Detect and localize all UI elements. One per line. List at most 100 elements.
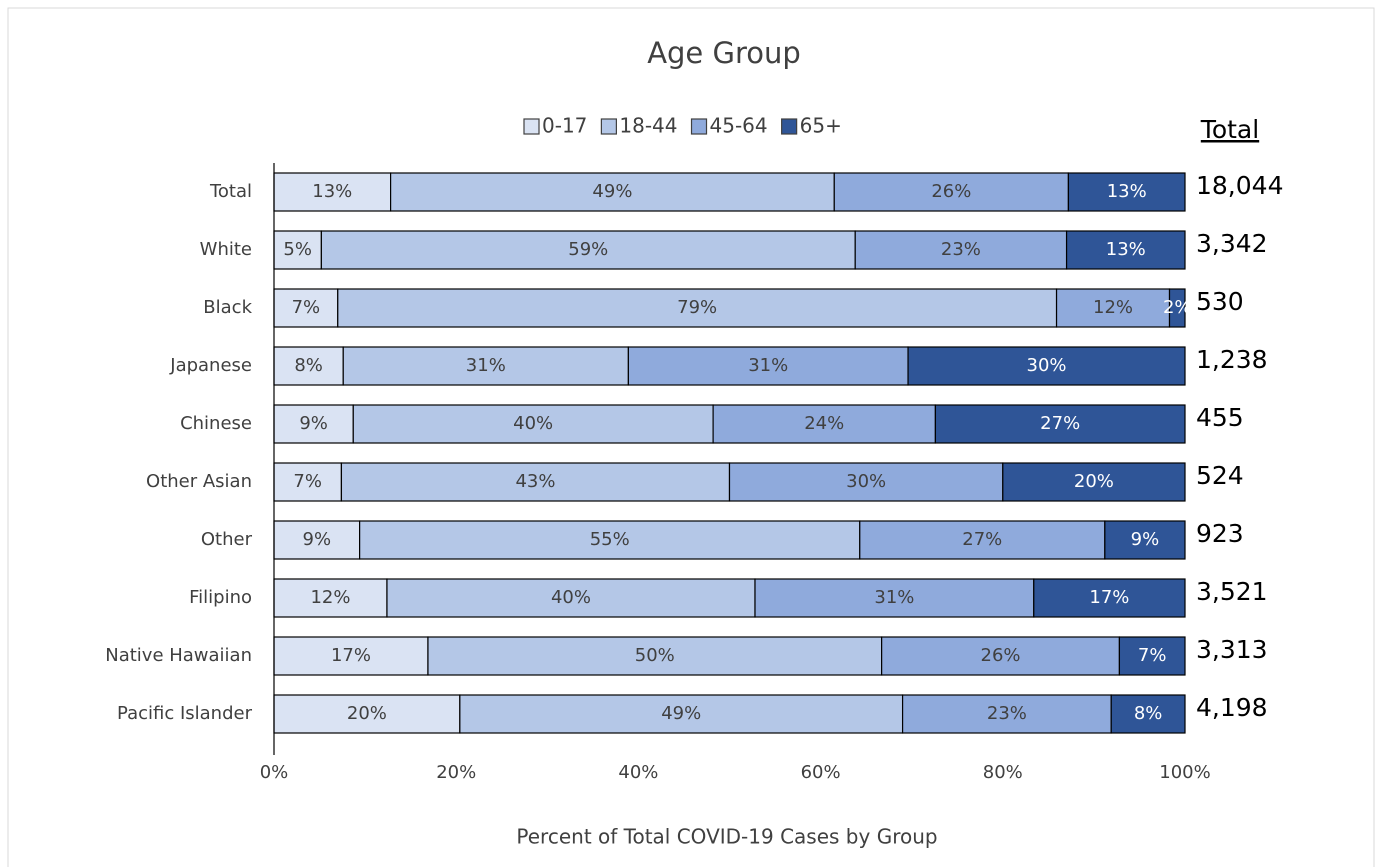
legend-swatch [523,118,540,135]
bar-segment [427,636,883,676]
total-label: 3,521 [1196,577,1268,606]
bar-segment [728,462,1004,502]
total-label: 1,238 [1196,345,1268,374]
data-label: 7% [293,471,322,492]
y-tick-label: Total [209,181,252,202]
data-label: 20% [1074,471,1114,492]
data-label: 50% [635,645,675,666]
data-label: 40% [513,413,553,434]
y-tick-label: Filipino [189,587,252,608]
total-label: 3,313 [1196,635,1268,664]
data-label: 27% [962,529,1002,550]
bar-segment [273,288,339,328]
data-label: 13% [1107,181,1147,202]
x-tick-label: 0% [260,762,289,783]
bar-segment [1055,288,1171,328]
bar-segment [320,230,856,270]
x-tick-label: 20% [436,762,476,783]
data-label: 12% [1093,297,1133,318]
bar-segment [1104,520,1186,560]
total-label: 4,198 [1196,693,1268,722]
bar-segment [859,520,1106,560]
data-label: 59% [568,239,608,260]
data-label: 8% [1134,703,1163,724]
total-label: 18,044 [1196,171,1283,200]
bar-segment [273,520,361,560]
data-label: 43% [515,471,555,492]
bar-segment [390,172,835,212]
bar-segment [1118,636,1186,676]
total-label: 455 [1196,403,1244,432]
bar-segment [833,172,1069,212]
legend-label: 45-64 [710,114,768,138]
data-label: 9% [303,529,332,550]
data-label: 30% [846,471,886,492]
bar-segment [342,346,629,386]
data-label: 27% [1040,413,1080,434]
total-label: 923 [1196,519,1244,548]
data-label: 31% [874,587,914,608]
data-label: 49% [661,703,701,724]
legend-swatch [781,118,798,135]
data-label: 7% [292,297,321,318]
bar-segment [1168,288,1186,328]
bar-segment [627,346,909,386]
bar-segment [459,694,904,734]
data-label: 31% [748,355,788,376]
bar-segment [352,404,714,444]
data-label: 20% [347,703,387,724]
bar-segment [881,636,1121,676]
y-tick-label: Native Hawaiian [105,645,252,666]
data-label: 24% [804,413,844,434]
y-tick-label: Other Asian [146,471,252,492]
y-tick-label: Japanese [169,355,252,376]
data-label: 26% [931,181,971,202]
y-tick-label: Chinese [180,413,252,434]
data-label: 13% [312,181,352,202]
data-label: 55% [590,529,630,550]
data-label: 12% [310,587,350,608]
data-label: 23% [941,239,981,260]
data-label: 9% [299,413,328,434]
data-label: 5% [283,239,312,260]
data-label: 8% [294,355,323,376]
legend-swatch [690,118,708,135]
data-label: 23% [987,703,1027,724]
bar-segment [340,462,731,502]
bar-segment [1065,230,1186,270]
bar-segment [1067,172,1186,212]
bar-segment [273,694,461,734]
chart-title: Age Group [647,36,801,70]
bar-segment [1002,462,1186,502]
x-tick-label: 80% [983,762,1023,783]
x-tick-label: 60% [801,762,841,783]
data-label: 31% [466,355,506,376]
bar-segment [273,462,343,502]
bar-segment [273,404,354,444]
data-label: 2% [1163,297,1192,318]
y-tick-label: White [200,239,252,260]
x-tick-label: 100% [1159,762,1210,783]
data-label: 17% [1089,587,1129,608]
data-label: 17% [331,645,371,666]
x-axis-title: Percent of Total COVID-19 Cases by Group [516,825,937,849]
totals-title: Total [1200,115,1259,144]
y-tick-label: Pacific Islander [117,703,253,724]
legend-label: 65+ [800,114,842,138]
legend-swatch [600,118,617,135]
bar-segment [359,520,861,560]
data-label: 26% [981,645,1021,666]
legend-label: 18-44 [619,114,677,138]
y-tick-label: Black [203,297,252,318]
bar-segment [934,404,1186,444]
x-tick-label: 40% [618,762,658,783]
y-tick-label: Other [201,529,253,550]
bar-segment [386,578,756,618]
total-label: 530 [1196,287,1244,316]
bar-segment [907,346,1186,386]
bar-segment [273,578,388,618]
bar-segment [754,578,1035,618]
data-label: 49% [592,181,632,202]
